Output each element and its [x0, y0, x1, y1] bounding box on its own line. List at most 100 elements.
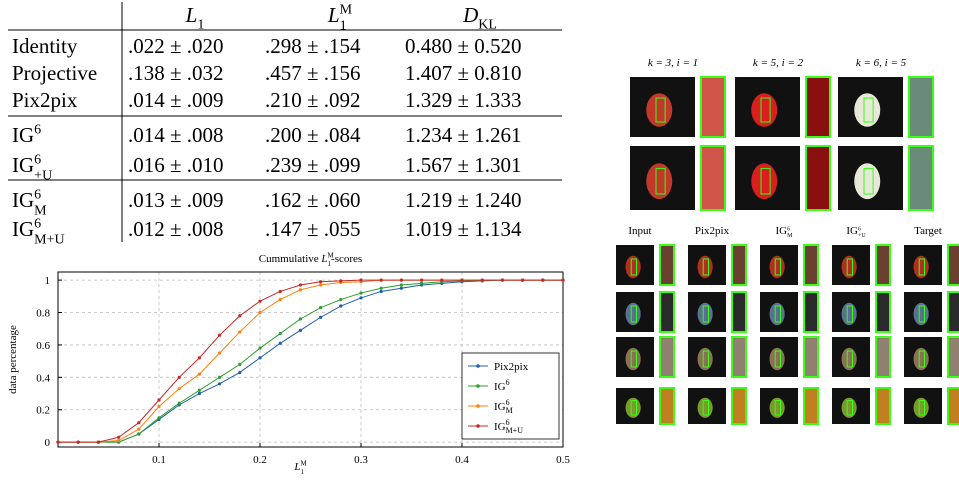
patch [660, 388, 674, 424]
data-point [541, 279, 544, 282]
x-axis-label: LM1 [293, 460, 307, 476]
y-tick-label: 1 [45, 275, 51, 287]
panel-label: k = 6, i = 5 [856, 57, 907, 69]
y-axis-label: data percentage [7, 325, 19, 394]
patch [804, 245, 818, 285]
text-part: L [320, 253, 327, 265]
data-point [481, 279, 484, 282]
data-point [198, 372, 201, 375]
text-part: IG [846, 225, 858, 237]
data-point [117, 439, 120, 442]
table-cell: 1.567 ± 1.301 [405, 153, 522, 177]
text-part: Pix2pix [494, 361, 529, 373]
text-part: Target [914, 225, 942, 237]
text-part: L [185, 3, 198, 27]
figure: L1LM1DKLIdentity.022 ± .020.298 ± .1540.… [0, 0, 959, 480]
patch [660, 245, 674, 285]
text-part: L [327, 3, 340, 27]
data-point [359, 296, 362, 299]
superscript: 6 [34, 217, 41, 232]
superscript: 6 [506, 378, 510, 387]
patch [804, 292, 818, 332]
superscript: M [340, 3, 353, 18]
patch [806, 77, 830, 137]
data-point [157, 405, 160, 408]
column-header: DKL [462, 3, 497, 32]
patch [909, 77, 933, 137]
panel-label: k = 5, i = 2 [753, 57, 804, 69]
math-text: Identity [12, 34, 78, 58]
patch [732, 292, 746, 332]
data-point [299, 283, 302, 286]
superscript: 6 [34, 188, 41, 203]
data-point [279, 298, 282, 301]
data-point [198, 389, 201, 392]
data-point [77, 441, 80, 444]
legend-marker [476, 404, 480, 408]
math-text: Target [914, 225, 942, 237]
table-cell: 1.219 ± 1.240 [405, 188, 522, 212]
patch [876, 292, 890, 332]
patch [732, 245, 746, 285]
data-point [198, 392, 201, 395]
y-tick-label: 0 [45, 437, 51, 449]
text-part: IG [12, 153, 34, 177]
patch [948, 388, 959, 424]
data-point [218, 334, 221, 337]
data-point [198, 356, 201, 359]
data-point [400, 283, 403, 286]
table-cell: .210 ± .092 [265, 88, 361, 112]
data-point [299, 329, 302, 332]
data-point [339, 298, 342, 301]
table-cell: 1.019 ± 1.134 [405, 217, 522, 241]
superscript: 6 [34, 123, 41, 138]
table-cell: .200 ± .084 [265, 123, 361, 147]
text-part: IG [494, 421, 506, 433]
table-cell: .014 ± .008 [128, 123, 224, 147]
subscript: M [787, 233, 793, 239]
data-point [258, 347, 261, 350]
data-point [339, 279, 342, 282]
table-cell: .013 ± .009 [128, 188, 224, 212]
y-tick-label: 0.6 [36, 340, 50, 352]
text-part: Identity [12, 34, 78, 58]
data-point [178, 376, 181, 379]
data-point [400, 279, 403, 282]
table-cell: 1.329 ± 1.333 [405, 88, 522, 112]
text-part: IG [776, 225, 788, 237]
data-point [218, 376, 221, 379]
text-part: Cummulative [259, 253, 322, 265]
data-point [440, 279, 443, 282]
patch [701, 146, 725, 210]
table-cell: .239 ± .099 [265, 153, 361, 177]
data-point [561, 279, 564, 282]
data-point [137, 428, 140, 431]
math-text: Pix2pix [695, 225, 730, 237]
subscript: KL [478, 17, 497, 32]
y-tick-label: 0.8 [36, 308, 50, 320]
text-part: Pix2pix [12, 88, 78, 112]
patch [806, 146, 830, 210]
patch [701, 77, 725, 137]
math-text: Input [628, 225, 651, 237]
patch [804, 388, 818, 424]
patch [948, 245, 959, 285]
data-point [97, 441, 100, 444]
subscript: M [506, 406, 513, 415]
data-point [501, 279, 504, 282]
superscript: 6 [858, 226, 861, 232]
data-point [279, 342, 282, 345]
data-point [56, 441, 59, 444]
legend-marker [476, 424, 480, 428]
patch [660, 337, 674, 377]
data-point [238, 363, 241, 366]
table-cell: .016 ± .010 [128, 153, 224, 177]
data-point [319, 283, 322, 286]
subscript: M+U [34, 232, 64, 247]
superscript: 6 [34, 153, 41, 168]
data-point [420, 282, 423, 285]
text-part: IG [494, 401, 506, 413]
data-point [460, 279, 463, 282]
data-point [218, 351, 221, 354]
